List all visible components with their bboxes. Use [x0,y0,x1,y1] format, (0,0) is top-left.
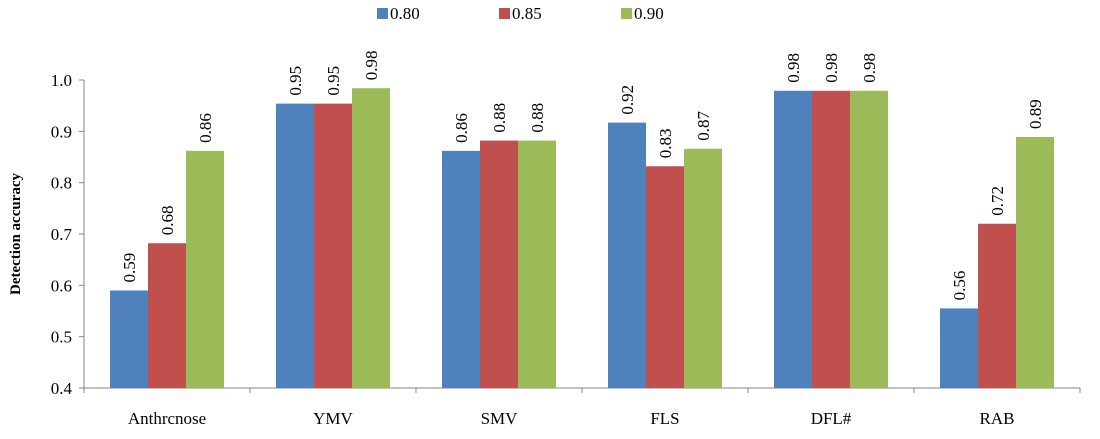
legend-swatch-0-90 [621,8,632,19]
data-label-0-80-dfl: 0.98 [784,53,803,83]
legend-label-0-90: 0.90 [634,4,664,23]
legend-swatch-0-85 [499,8,510,19]
data-label-0-90-rab: 0.89 [1026,99,1045,129]
bar-0-90-ymv [352,88,390,389]
y-tick-label-6: 1.0 [51,71,72,90]
bar-0-85-rab [978,223,1016,388]
x-tick-label-smv: SMV [481,409,519,428]
data-label-0-80-anthrcnose: 0.59 [120,253,139,283]
bar-0-80-rab [940,308,978,388]
data-label-0-80-ymv: 0.95 [286,66,305,96]
legend-label-0-80: 0.80 [390,4,420,23]
x-tick-label-rab: RAB [980,409,1015,428]
legend-swatch-0-80 [377,8,388,19]
bar-0-85-fls [646,166,684,388]
bar-0-85-smv [480,140,518,388]
bar-0-90-fls [684,148,722,388]
bar-0-80-ymv [276,103,314,388]
data-label-0-90-fls: 0.87 [694,111,713,141]
bar-0-90-anthrcnose [186,150,224,388]
data-label-0-85-rab: 0.72 [988,186,1007,216]
data-labels: 0.59 0.68 0.86 0.95 0.95 0.98 0.86 0.88 0.88 0.92… [120,50,1045,300]
bar-0-90-dfl [850,90,888,388]
data-label-0-85-anthrcnose: 0.68 [158,205,177,235]
bar-0-80-fls [608,122,646,389]
y-tick-label-1: 0.5 [51,328,72,347]
y-axis-title: Detection accuracy [8,172,24,295]
legend: 0.80 0.85 0.90 [377,4,664,23]
y-axis: 0.4 0.5 0.6 0.7 0.8 0.9 1.0 Detection accuracy [8,71,85,398]
data-label-0-90-ymv: 0.98 [362,50,381,80]
y-tick-label-3: 0.7 [51,225,73,244]
bar-0-90-rab [1016,136,1054,388]
legend-label-0-85: 0.85 [512,4,542,23]
data-label-0-80-fls: 0.92 [618,85,637,115]
x-axis: Anthrcnose YMV SMV FLS DFL# RAB [83,387,1081,428]
data-label-0-90-dfl: 0.98 [860,53,879,83]
data-label-0-90-anthrcnose: 0.86 [196,113,215,143]
bar-0-90-smv [518,140,556,388]
y-tick-label-0: 0.4 [51,379,73,398]
bar-0-80-anthrcnose [110,290,148,388]
bar-0-85-ymv [314,103,352,388]
y-tick-label-5: 0.9 [51,122,72,141]
bar-0-85-anthrcnose [148,243,186,388]
x-tick-label-dfl: DFL# [811,409,852,428]
data-label-0-80-smv: 0.86 [452,113,471,143]
data-label-0-85-fls: 0.83 [656,128,675,158]
y-tick-label-2: 0.6 [51,276,72,295]
x-tick-label-anthrcnose: Anthrcnose [128,409,206,428]
x-tick-label-ymv: YMV [313,409,353,428]
bars [110,88,1054,389]
data-label-0-80-rab: 0.56 [950,271,969,301]
data-label-0-90-smv: 0.88 [528,103,547,133]
bar-0-80-smv [442,150,480,388]
y-tick-label-4: 0.8 [51,174,72,193]
bar-0-80-dfl [774,90,812,388]
data-label-0-85-ymv: 0.95 [324,66,343,96]
data-label-0-85-dfl: 0.98 [822,53,841,83]
bar-0-85-dfl [812,90,850,388]
data-label-0-85-smv: 0.88 [490,103,509,133]
x-tick-label-fls: FLS [650,409,679,428]
